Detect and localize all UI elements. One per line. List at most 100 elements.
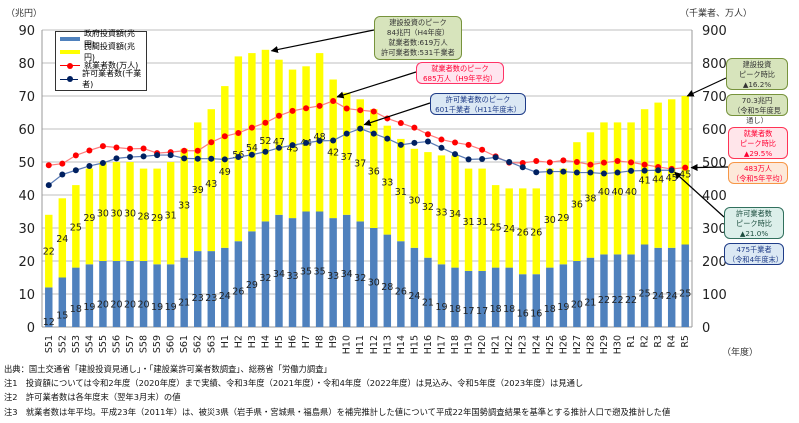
callout-line: 601千業者（H11年度末） [435,105,521,114]
x-tick-label: S56 [111,335,122,353]
bar-government [451,267,459,327]
point-licensed [289,142,296,149]
data-label-private: 42 [327,148,339,159]
bar-government [139,261,148,327]
bar-government [126,261,134,327]
point-employment [357,107,364,114]
bar-private [600,122,608,255]
left-axis-unit: （兆円） [6,9,43,19]
bar-government [207,251,215,327]
data-label-government: 26 [395,286,407,297]
bar-private [546,168,554,268]
data-label-government: 18 [544,304,556,315]
x-tick-label: S60 [166,335,177,353]
callout-investment-current: 70.3兆円 （令和5年度見通し） [726,94,788,125]
x-tick-label: S52 [57,335,68,353]
point-licensed [587,169,594,176]
x-tick-label: H1 [220,335,231,348]
bar-private [627,122,635,255]
callout-line: 建設投資のピーク [389,18,447,27]
bar-private [180,148,188,258]
data-label-private: 29 [151,213,163,224]
bar-private [640,109,649,245]
x-tick-label: H18 [450,335,461,354]
x-tick-label: H24 [531,335,542,354]
bar-private [667,99,676,248]
data-label-government: 23 [192,293,204,304]
legend-label-licensed: 許可業者数(千業者) [82,69,142,90]
point-employment [289,107,296,114]
bar-government [315,211,324,327]
bar-government [356,221,364,327]
x-tick-label: H21 [491,335,502,354]
data-label-government: 16 [530,308,542,319]
bar-government [72,267,80,327]
callout-licensed-current: 475千業者 （令和4年度末） [724,243,784,265]
bar-government [654,247,662,327]
data-label-private: 32 [422,202,434,213]
bar-private [85,168,94,265]
bar-private [559,168,568,265]
bar-government [194,251,202,327]
bar-government [370,228,378,327]
point-licensed [479,156,486,163]
callout-licensed-ratio: 許可業者数 ピーク時比 ▲21.0% [724,207,784,239]
arrow-licensed-ratio [674,171,725,218]
data-label-private: 30 [408,195,420,206]
bar-government [559,264,568,327]
point-employment [72,152,79,159]
x-tick-label: H14 [396,335,407,354]
callout-line: ▲16.2% [742,80,772,89]
data-label-government: 19 [557,302,569,313]
bar-government [627,254,635,327]
data-label-private: 47 [273,137,285,148]
data-label-government: 24 [666,291,678,302]
point-licensed [424,138,431,145]
point-employment [316,102,323,109]
y-tick-label: 90 [18,24,35,39]
point-employment [113,144,120,151]
bar-private [302,66,310,212]
data-label-private: 49 [219,167,231,178]
x-tick-label: H10 [342,335,353,354]
point-employment [587,161,594,168]
bar-government [573,261,581,327]
bar-private [99,162,107,261]
data-label-private: 38 [584,193,596,204]
point-employment [99,143,106,150]
bar-government [275,214,283,327]
legend-item-licensed: 許可業者数(千業者) [56,69,146,89]
x-tick-label: S61 [179,335,190,353]
bar-private [519,188,527,275]
data-label-government: 19 [165,302,177,313]
data-label-private: 25 [70,222,82,233]
point-employment [465,141,472,148]
data-label-government: 35 [300,267,312,278]
bar-government [478,270,486,327]
point-licensed [221,156,228,163]
bar-private [491,185,500,268]
bar-government [288,218,297,327]
x-tick-label: H28 [585,335,596,354]
data-label-private: 33 [381,178,393,189]
bar-private [45,214,53,288]
x-tick-label: H4 [260,335,271,348]
bar-private [532,188,540,275]
x-tick-label: H7 [301,335,312,348]
arrow-licensed-peak [363,102,431,127]
y2-tick-label: 700 [702,90,727,105]
data-label-government: 18 [449,304,461,315]
data-label-private: 34 [449,209,461,220]
data-label-government: 17 [476,306,488,317]
x-tick-label: H20 [477,335,488,354]
point-employment [370,108,377,115]
point-employment [424,131,431,138]
bar-private [261,49,270,222]
x-tick-label: H30 [613,335,624,354]
x-tick-label: H5 [274,335,285,348]
x-tick-label: H26 [558,335,569,354]
y-tick-label: 0 [27,321,35,336]
bar-government [600,254,608,327]
point-employment [573,159,580,165]
data-label-private: 31 [476,217,488,228]
